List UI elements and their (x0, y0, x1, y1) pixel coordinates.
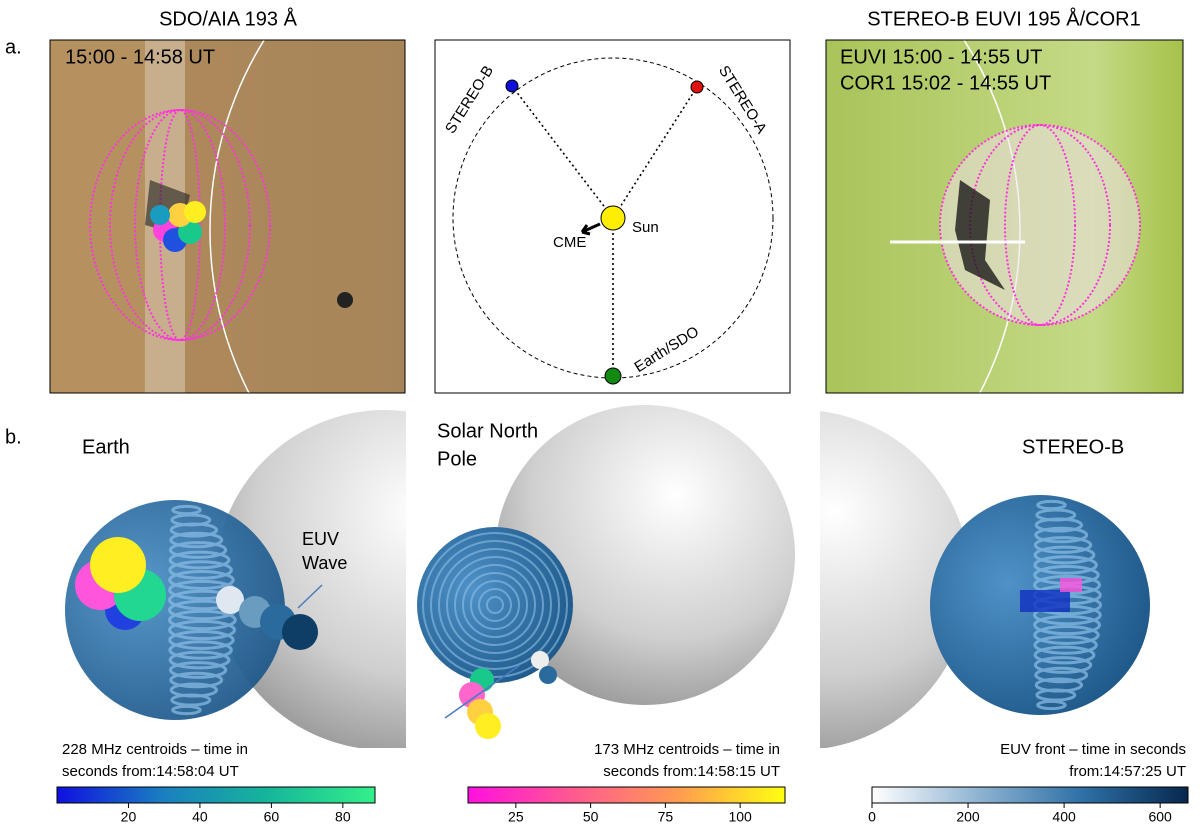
flux-rope-stripe (168, 560, 233, 580)
flux-rope-stripe (168, 541, 228, 559)
colorbar (56, 786, 376, 804)
flux-rope-stripe (169, 671, 224, 689)
flux-rope-stripe (454, 564, 536, 646)
flux-rope-stripe (438, 548, 552, 662)
colorbar-tick-label: 25 (508, 809, 524, 825)
cme-arrow (580, 222, 601, 236)
flux-rope-stripe (470, 580, 520, 630)
pole-view-render (417, 405, 795, 739)
flux-rope-stripe (168, 570, 235, 590)
flux-rope-stripe (1033, 614, 1101, 636)
label: b. (5, 426, 22, 448)
colorbar-tick-label: 80 (335, 809, 351, 825)
flux-rope-stripe (1033, 555, 1098, 575)
stereo-image (826, 40, 1183, 393)
label: from:14:57:25 UT (1069, 763, 1186, 780)
sight-lines (511, 85, 698, 376)
earth-dot (604, 367, 622, 385)
earth-view-render (65, 410, 406, 748)
colorbar-tick-label: 60 (264, 809, 280, 825)
stereo-a-dot (690, 80, 704, 94)
label: Pole (437, 448, 477, 470)
flux-rope-stripe (446, 556, 544, 654)
flux-rope-stripe (486, 596, 504, 614)
flux-rope-stripe (430, 540, 560, 670)
colorbar-tick-label: 40 (192, 809, 208, 825)
label: 228 MHz centroids – time in (62, 741, 248, 758)
label: EUV front – time in seconds (1000, 741, 1186, 758)
label: 15:00 - 14:58 UT (65, 46, 215, 68)
label: COR1 15:02 - 14:55 UT (840, 72, 1051, 94)
orbit (452, 57, 774, 379)
flux-rope-stripe (168, 609, 237, 631)
flux-rope-stripe (1033, 635, 1098, 655)
flux-rope-stripe (462, 572, 528, 638)
label: seconds from:14:58:15 UT (603, 763, 780, 780)
flux-rope-stripe (169, 522, 219, 538)
label: Sun (632, 219, 659, 236)
flux-rope-stripe (1033, 645, 1096, 665)
flux-rope-stripe (1034, 666, 1089, 684)
label: SDO/AIA 193 Å (159, 7, 298, 30)
label: STEREO-B EUVI 195 Å/COR1 (867, 7, 1140, 30)
flux-rope-stripe (168, 550, 231, 570)
colorbar (467, 786, 786, 804)
flux-rope-stripe (168, 630, 235, 650)
flux-rope-stripe (1036, 699, 1067, 711)
label: CME (553, 234, 586, 251)
stereo-view-render (820, 411, 1150, 748)
label: a. (5, 36, 22, 58)
colorbar-tick-label: 400 (1052, 809, 1076, 825)
label: 173 MHz centroids – time in (594, 741, 780, 758)
flux-rope-stripe (422, 532, 568, 678)
colorbar-tick-label: 600 (1148, 809, 1172, 825)
colorbar-tick-label: 100 (728, 809, 752, 825)
colorbar-tick-label: 50 (583, 809, 599, 825)
flux-rope-stripe (1034, 517, 1084, 533)
colorbar-tick-label: 0 (868, 809, 876, 825)
sun-dot (600, 205, 626, 231)
label: Wave (302, 553, 347, 573)
label: Earth (82, 436, 130, 458)
flux-rope-stripe (1033, 545, 1096, 565)
panel-frame (49, 39, 406, 394)
flux-rope-stripe (1034, 526, 1089, 544)
panel-frame (825, 39, 1184, 394)
label: STEREO-B (1022, 436, 1124, 458)
flux-rope-stripe (1033, 625, 1100, 645)
flux-rope-stripe (478, 588, 512, 622)
flux-rope-stripe (168, 650, 231, 670)
colorbar (871, 786, 1189, 804)
label: seconds from:14:58:04 UT (62, 763, 239, 780)
flux-rope-stripe (1033, 656, 1093, 674)
flux-rope-stripe (1033, 536, 1093, 554)
flux-rope-stripe (168, 661, 228, 679)
flux-rope-stripe (168, 619, 236, 641)
label: Solar North (437, 420, 538, 442)
colorbar-tick-label: 20 (121, 809, 137, 825)
aia-image (50, 40, 405, 393)
flux-rope-stripe (171, 704, 202, 716)
label: EUVI 15:00 - 14:55 UT (840, 46, 1042, 68)
label: EUV (302, 529, 339, 549)
colorbar-tick-label: 75 (658, 809, 674, 825)
colorbar-tick-label: 200 (956, 809, 980, 825)
flux-rope-stripe (169, 531, 224, 549)
flux-rope-stripe (168, 640, 233, 660)
stereo-b-dot (505, 79, 519, 93)
